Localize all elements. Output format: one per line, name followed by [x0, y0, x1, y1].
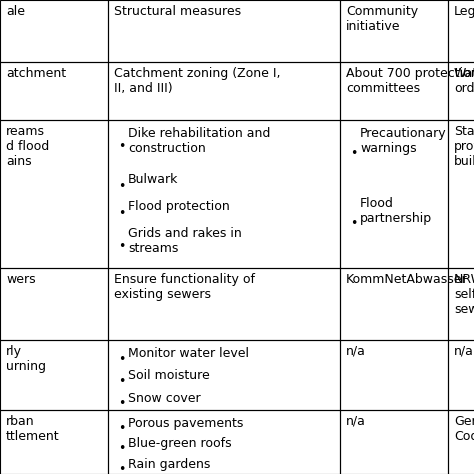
- Text: Legis-: Legis-: [454, 5, 474, 18]
- Text: •: •: [118, 140, 126, 154]
- Bar: [448, 62, 474, 120]
- Text: Grids and rakes in
streams: Grids and rakes in streams: [128, 227, 242, 255]
- Text: •: •: [118, 207, 126, 220]
- Text: Soil moisture: Soil moisture: [128, 369, 210, 382]
- Text: Snow cover: Snow cover: [128, 392, 201, 404]
- Text: Bulwark: Bulwark: [128, 173, 178, 186]
- Text: •: •: [118, 422, 126, 435]
- Text: •: •: [118, 463, 126, 474]
- Text: •: •: [118, 442, 126, 456]
- Text: •: •: [350, 217, 357, 230]
- Text: KommNetAbwasser: KommNetAbwasser: [346, 273, 468, 286]
- Text: NRW
self-n
sewe: NRW self-n sewe: [454, 273, 474, 316]
- Text: n/a: n/a: [346, 345, 366, 358]
- Text: •: •: [118, 240, 126, 254]
- Bar: [0, 120, 108, 268]
- Text: n/a: n/a: [346, 415, 366, 428]
- Text: •: •: [118, 180, 126, 193]
- Bar: [340, 62, 448, 120]
- Text: rly
urning: rly urning: [6, 345, 46, 373]
- Text: atchment: atchment: [6, 67, 66, 80]
- Text: About 700 protection
committees: About 700 protection committees: [346, 67, 474, 95]
- Text: Flood
partnership: Flood partnership: [360, 197, 432, 225]
- Text: •: •: [118, 397, 126, 410]
- Text: Dike rehabilitation and
construction: Dike rehabilitation and construction: [128, 127, 270, 155]
- Bar: [448, 120, 474, 268]
- Text: State-
prov
build: State- prov build: [454, 125, 474, 168]
- Text: rban
ttlement: rban ttlement: [6, 415, 60, 443]
- Bar: [108, 0, 340, 62]
- Text: Wate
ordin: Wate ordin: [454, 67, 474, 95]
- Text: Precautionary
warnings: Precautionary warnings: [360, 127, 447, 155]
- Text: n/a: n/a: [454, 345, 474, 358]
- Text: Structural measures: Structural measures: [114, 5, 241, 18]
- Bar: [108, 340, 340, 410]
- Text: Rain gardens: Rain gardens: [128, 458, 210, 471]
- Text: •: •: [118, 353, 126, 365]
- Text: •: •: [350, 147, 357, 160]
- Bar: [340, 268, 448, 340]
- Bar: [448, 340, 474, 410]
- Text: Monitor water level: Monitor water level: [128, 347, 249, 360]
- Text: Blue-green roofs: Blue-green roofs: [128, 438, 232, 450]
- Text: ale: ale: [6, 5, 25, 18]
- Bar: [108, 120, 340, 268]
- Bar: [108, 268, 340, 340]
- Bar: [448, 0, 474, 62]
- Bar: [448, 268, 474, 340]
- Text: Ensure functionality of
existing sewers: Ensure functionality of existing sewers: [114, 273, 255, 301]
- Bar: [0, 62, 108, 120]
- Text: Flood protection: Flood protection: [128, 200, 230, 213]
- Bar: [448, 410, 474, 474]
- Bar: [0, 0, 108, 62]
- Text: •: •: [118, 375, 126, 388]
- Text: wers: wers: [6, 273, 36, 286]
- Bar: [0, 410, 108, 474]
- Bar: [340, 0, 448, 62]
- Text: Porous pavements: Porous pavements: [128, 417, 243, 430]
- Text: reams
d flood
ains: reams d flood ains: [6, 125, 49, 168]
- Bar: [340, 410, 448, 474]
- Text: Catchment zoning (Zone I,
II, and III): Catchment zoning (Zone I, II, and III): [114, 67, 281, 95]
- Bar: [0, 340, 108, 410]
- Bar: [108, 410, 340, 474]
- Bar: [108, 62, 340, 120]
- Bar: [0, 268, 108, 340]
- Bar: [340, 340, 448, 410]
- Text: Community
initiative: Community initiative: [346, 5, 418, 33]
- Bar: [340, 120, 448, 268]
- Text: Germ
Code: Germ Code: [454, 415, 474, 443]
